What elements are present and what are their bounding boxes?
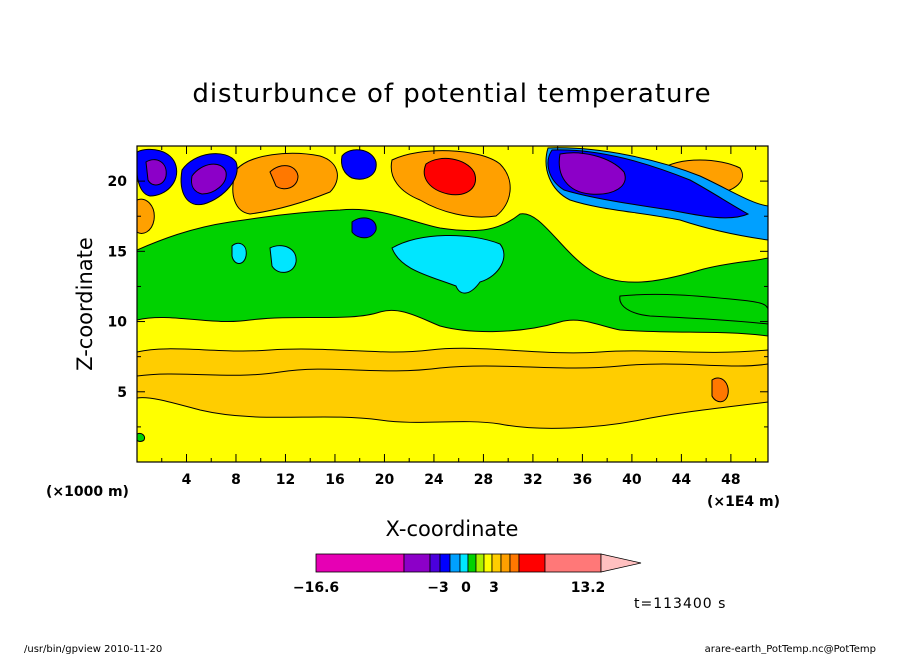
footer-right: arare-earth_PotTemp.nc@PotTemp: [705, 644, 876, 654]
contour-red-2: [423, 157, 476, 196]
x-tick-label: 28: [474, 472, 493, 488]
y-tick-label: 5: [117, 385, 127, 401]
y-tick-label: 10: [108, 315, 128, 331]
x-tick-label: 32: [523, 472, 542, 488]
contour-line-mid: [137, 363, 768, 377]
contour-cyan-2: [269, 245, 297, 273]
x-unit-right: (×1E4 m): [707, 494, 780, 510]
colorbar: [315, 553, 642, 573]
colorbar-segment: [475, 553, 485, 573]
contour-spot-right: [711, 377, 729, 403]
x-tick-label: 40: [622, 472, 642, 488]
contour-band-orange-low: [137, 347, 768, 429]
contour-purple-2: [191, 163, 227, 195]
x-tick-label: 4: [182, 472, 192, 488]
colorbar-max-label: 13.2: [571, 580, 606, 596]
colorbar-segment: [315, 553, 405, 573]
colorbar-segment: [429, 553, 441, 573]
contour-purple-1: [145, 159, 167, 186]
x-axis-ticks: 4 8 12 16 20 24 28 32 36 40 44 48: [161, 146, 757, 488]
colorbar-tick-label: 0: [461, 580, 471, 596]
colorbar-segment: [509, 553, 520, 573]
footer-left: /usr/bin/gpview 2010-11-20: [24, 644, 162, 654]
x-axis-label: X-coordinate: [386, 517, 519, 541]
contour-red-1: [269, 165, 299, 190]
x-unit-left: (×1000 m): [46, 484, 129, 500]
x-tick-label: 36: [573, 472, 592, 488]
colorbar-segment: [403, 553, 431, 573]
contour-cyan-1: [391, 234, 505, 294]
x-tick-label: 16: [325, 472, 344, 488]
x-tick-label: 8: [231, 472, 241, 488]
x-tick-label: 12: [276, 472, 295, 488]
colorbar-segment: [544, 553, 602, 573]
colorbar-tick-label: −3: [427, 580, 448, 596]
contour-purple-3: [558, 152, 626, 195]
x-tick-label: 24: [424, 472, 444, 488]
y-axis-label: Z-coordinate: [73, 237, 97, 371]
x-tick-label: 48: [721, 472, 740, 488]
colorbar-segment: [449, 553, 461, 573]
colorbar-segment: [439, 553, 451, 573]
y-axis-ticks: 5 10 15 20: [108, 174, 768, 428]
colorbar-segment: [518, 553, 546, 573]
x-tick-label: 20: [375, 472, 395, 488]
colorbar-segment: [467, 553, 477, 573]
colorbar-segment: [483, 553, 493, 573]
plot-area: [137, 146, 768, 462]
plot-frame: [136, 145, 769, 463]
colorbar-segment: [491, 553, 502, 573]
colorbar-segment: [500, 553, 511, 573]
contour-green-lower-right: [619, 293, 768, 325]
contour-cyan-3: [231, 242, 247, 264]
contour-blue-3: [341, 149, 377, 180]
contour-blue-4: [351, 217, 377, 239]
chart-title: disturbunce of potential temperature: [192, 79, 711, 109]
y-tick-label: 15: [108, 244, 127, 260]
colorbar-segment: [459, 553, 469, 573]
contour-spot-left: [137, 433, 145, 442]
colorbar-arrow: [600, 553, 642, 573]
colorbar-min-label: −16.6: [293, 580, 339, 596]
y-tick-label: 20: [108, 174, 128, 190]
x-tick-label: 44: [672, 472, 692, 488]
colorbar-tick-label: 3: [489, 580, 499, 596]
contour-orange-left: [137, 198, 155, 234]
time-annotation: t=113400 s: [634, 596, 726, 612]
